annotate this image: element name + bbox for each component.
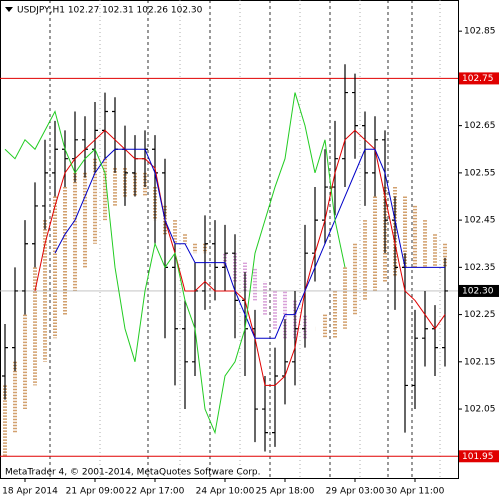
x-tick-label: 30 Apr 11:00: [386, 487, 445, 497]
bid-label-box: [459, 284, 499, 297]
symbol-icon: [5, 7, 13, 12]
ohlc-bar: [422, 290, 428, 367]
ohlc-bar: [292, 290, 298, 386]
y-tick-label: 102.05: [464, 405, 496, 415]
chart-title: USDJPY,H1 102.27 102.31 102.26 102.30: [17, 6, 203, 16]
x-tick-label: 22 Apr 17:00: [126, 487, 185, 497]
y-tick-label: 102.25: [464, 310, 496, 320]
plot-frame: [0, 0, 459, 479]
ohlc-bar: [52, 120, 58, 197]
y-tick-label: 102.15: [464, 357, 496, 367]
x-tick-label: 25 Apr 18:00: [256, 487, 315, 497]
ohlc-bar: [182, 300, 188, 410]
indicator-line: [4, 92, 346, 435]
ohlc-bar: [442, 257, 448, 367]
ohlc-bar: [42, 139, 48, 230]
ohlc-bar: [412, 309, 418, 410]
y-tick-label: 102.35: [464, 263, 496, 273]
ohlc-bar: [172, 243, 178, 386]
y-tick-label: 102.85: [464, 27, 496, 37]
copyright: MetaTrader 4, © 2001-2014, MetaQuotes So…: [5, 468, 261, 478]
bid-label: 102.30: [462, 286, 494, 296]
y-tick-label: 102.65: [464, 121, 496, 131]
price-label: 101.95: [462, 452, 494, 462]
x-tick-label: 24 Apr 10:00: [196, 487, 255, 497]
x-tick-label: 21 Apr 09:00: [66, 487, 125, 497]
ohlc-bar: [222, 224, 228, 291]
ohlc-bar: [272, 347, 278, 447]
ohlc-bar: [382, 130, 388, 254]
ohlc-bar: [262, 375, 268, 452]
ohlc-bar: [212, 220, 218, 301]
x-tick-label: 18 Apr 2014: [2, 487, 58, 497]
price-label-box: [459, 72, 499, 85]
y-tick-label: 102.45: [464, 216, 496, 226]
ohlc-bar: [362, 111, 368, 206]
y-tick-label: 102.55: [464, 168, 496, 178]
ohlc-bar: [302, 224, 308, 348]
ohlc-bar: [352, 73, 358, 159]
x-tick-label: 29 Apr 03:00: [326, 487, 385, 497]
ohlc-bar: [232, 234, 238, 339]
ohlc-bar: [22, 220, 28, 315]
ohlc-bar: [12, 267, 18, 372]
indicator-line: [34, 129, 446, 386]
ohlc-bar: [2, 324, 8, 400]
ohlc-bar: [342, 64, 348, 188]
price-label: 102.75: [462, 74, 494, 84]
indicator-line: [54, 148, 445, 339]
ohlc-bar: [372, 116, 378, 197]
price-label-box: [459, 450, 499, 463]
ohlc-bar: [32, 182, 38, 268]
